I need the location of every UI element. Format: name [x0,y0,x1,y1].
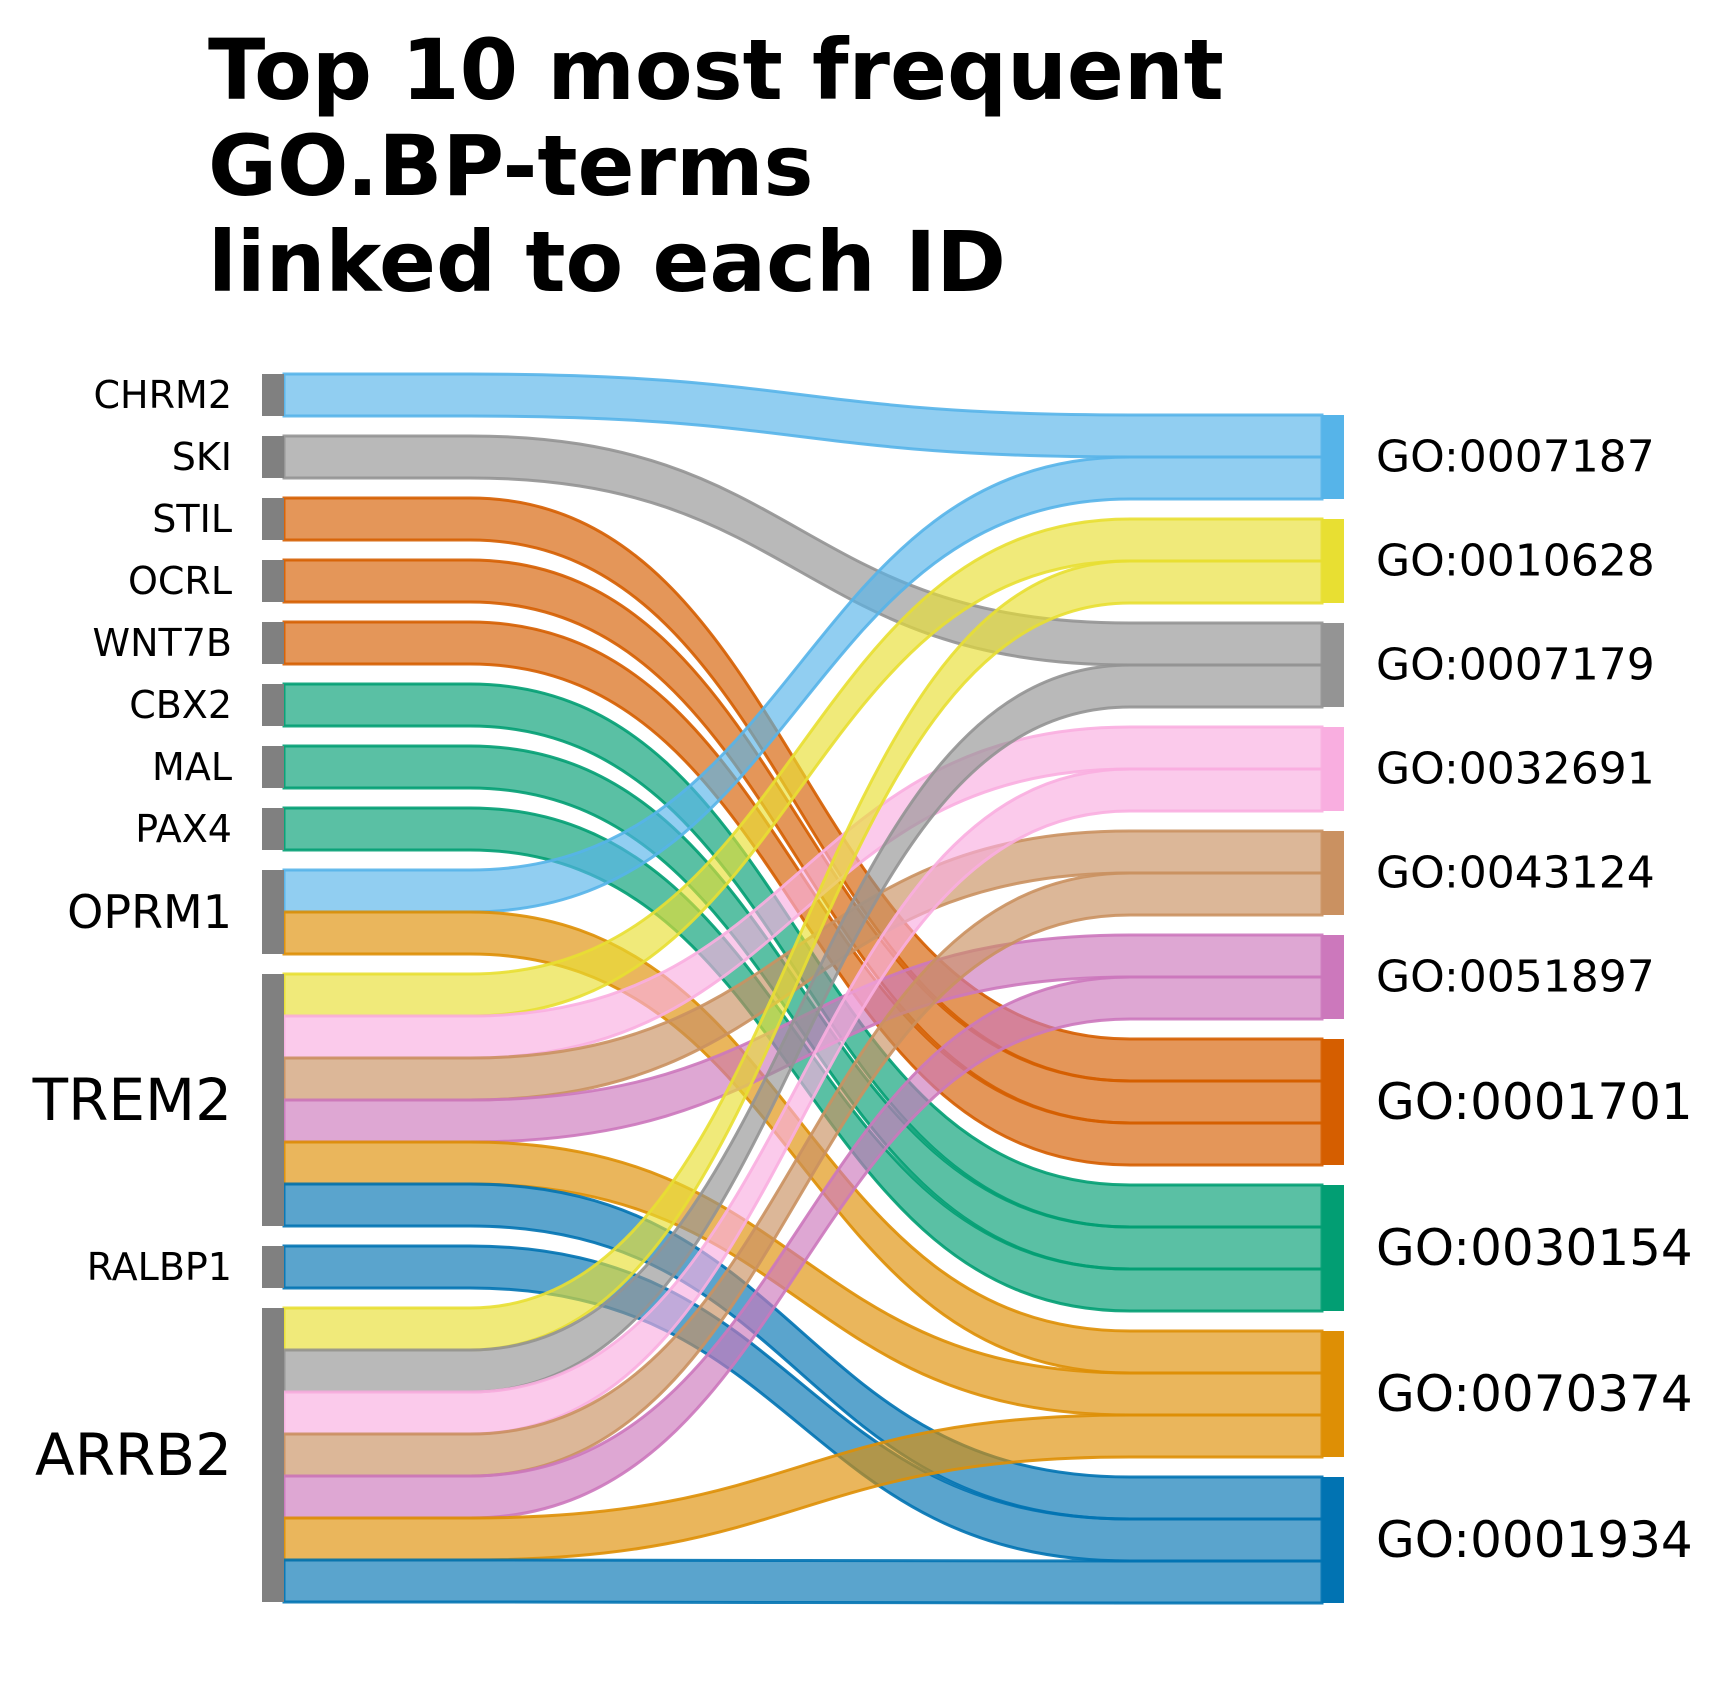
source-label-ralbp1: RALBP1 [87,1245,232,1289]
source-label-ocrl: OCRL [128,559,232,603]
node-go-0051897 [1322,935,1344,1019]
link-arrb2-go-0001934 [282,1558,1324,1605]
node-ralbp1 [262,1246,284,1288]
node-pax4 [262,808,284,850]
link-layer [282,372,1324,1605]
node-arrb2 [262,1308,284,1602]
node-go-0001701 [1322,1039,1344,1165]
node-go-0007179 [1322,623,1344,707]
target-label-go-0001701: GO:0001701 [1376,1073,1693,1131]
target-label-go-0001934: GO:0001934 [1376,1511,1693,1569]
target-label-go-0007179: GO:0007179 [1376,640,1655,691]
target-label-go-0051897: GO:0051897 [1376,952,1655,1003]
source-label-oprm1: OPRM1 [67,885,232,939]
source-label-trem2: TREM2 [32,1066,232,1134]
node-go-0032691 [1322,727,1344,811]
node-mal [262,746,284,788]
node-go-0010628 [1322,519,1344,603]
node-chrm2 [262,374,284,416]
target-label-go-0030154: GO:0030154 [1376,1219,1693,1277]
node-go-0007187 [1322,415,1344,499]
source-label-stil: STIL [152,497,232,541]
source-label-mal: MAL [152,745,232,789]
source-label-cbx2: CBX2 [129,683,232,727]
source-label-pax4: PAX4 [135,807,232,851]
source-label-ski: SKI [172,435,232,479]
source-label-arrb2: ARRB2 [35,1421,232,1489]
node-go-0030154 [1322,1185,1344,1311]
node-wnt7b [262,622,284,664]
source-label-chrm2: CHRM2 [94,373,232,417]
chart-title: Top 10 most frequent GO.BP-terms linked … [208,21,1224,311]
target-label-go-0032691: GO:0032691 [1376,744,1655,795]
node-oprm1 [262,870,284,954]
node-stil [262,498,284,540]
node-go-0043124 [1322,831,1344,915]
target-label-go-0070374: GO:0070374 [1376,1365,1693,1423]
label-layer: CHRM2 SKI STIL OCRL WNT7B CBX2 MAL PAX4 OPRM1 TRE… [32,373,1693,1569]
node-ski [262,436,284,478]
target-label-go-0043124: GO:0043124 [1376,848,1655,899]
node-cbx2 [262,684,284,726]
node-trem2 [262,974,284,1226]
node-layer [262,374,1344,1603]
source-label-wnt7b: WNT7B [93,621,232,665]
node-go-0001934 [1322,1477,1344,1603]
target-label-go-0007187: GO:0007187 [1376,432,1655,483]
target-label-go-0010628: GO:0010628 [1376,536,1655,587]
node-ocrl [262,560,284,602]
node-go-0070374 [1322,1331,1344,1457]
